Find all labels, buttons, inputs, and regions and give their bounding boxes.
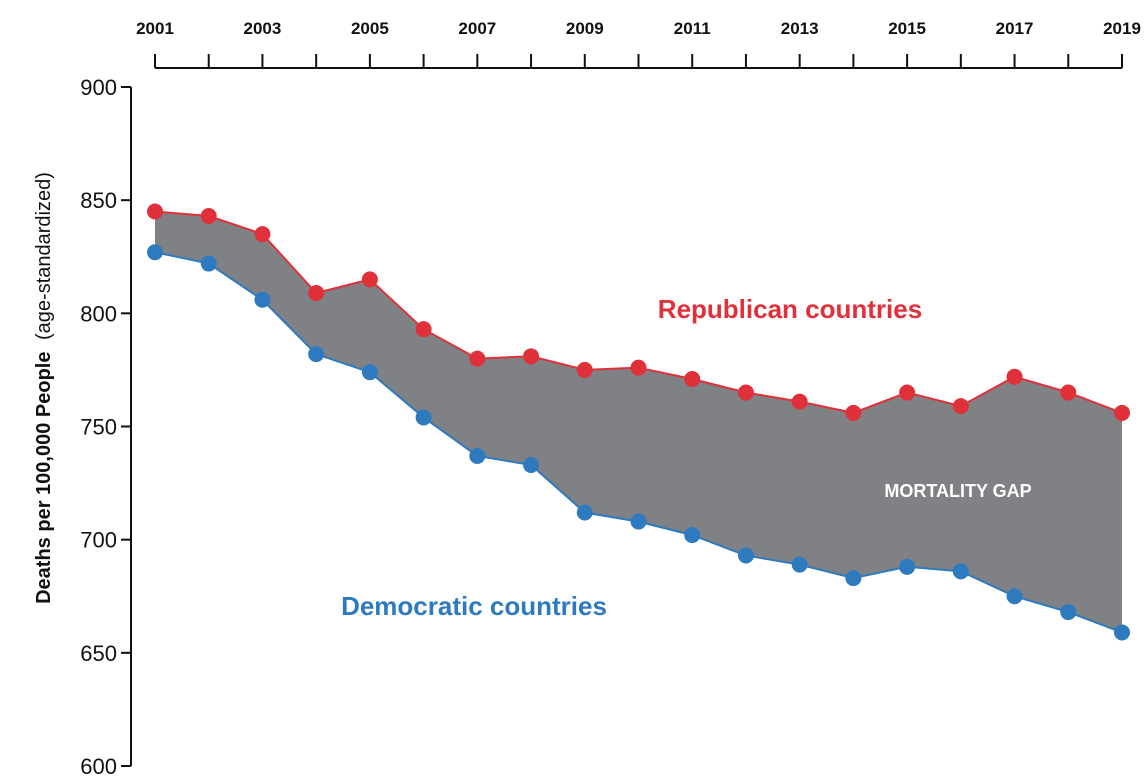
republican-point-2004 (308, 284, 325, 301)
x-tick-label-2011: 2011 (674, 19, 711, 38)
democratic-point-2004 (308, 346, 325, 363)
republican-point-2003 (254, 226, 271, 243)
republican-point-2016 (952, 398, 969, 415)
democratic-point-2008 (523, 456, 540, 473)
x-tick-label-2013: 2013 (781, 19, 819, 38)
y-tick-label-750: 750 (80, 415, 117, 440)
republican-point-2010 (630, 359, 647, 376)
democratic-point-2009 (576, 504, 593, 521)
democratic-point-2019 (1114, 624, 1130, 641)
democratic-point-2018 (1060, 604, 1077, 621)
republican-point-2011 (684, 370, 701, 387)
democratic-point-2017 (1006, 588, 1023, 605)
y-axis-label-bold: Deaths per 100,000 People (33, 352, 55, 604)
y-axis-label-normal: (age-standardized) (33, 172, 55, 340)
democratic-point-2005 (361, 364, 378, 381)
x-tick-label-2017: 2017 (996, 19, 1034, 38)
y-tick-label-700: 700 (80, 528, 117, 553)
x-tick-label-2009: 2009 (566, 19, 604, 38)
republican-point-2015 (899, 384, 916, 401)
republican-point-2001 (147, 203, 163, 220)
y-tick-label-850: 850 (80, 188, 117, 213)
democratic-series-label: Democratic countries (341, 591, 607, 621)
republican-point-2007 (469, 350, 486, 367)
republican-point-2014 (845, 404, 862, 421)
republican-series-label: Republican countries (658, 294, 922, 324)
democratic-point-2016 (952, 563, 969, 580)
republican-point-2012 (737, 384, 754, 401)
democratic-point-2007 (469, 447, 486, 464)
democratic-point-2001 (147, 244, 163, 261)
x-tick-label-2001: 2001 (136, 19, 174, 38)
republican-point-2005 (361, 271, 378, 288)
y-tick-label-800: 800 (80, 301, 117, 326)
republican-point-2008 (523, 348, 540, 365)
democratic-point-2003 (254, 291, 271, 308)
republican-point-2019 (1114, 404, 1130, 421)
republican-point-2018 (1060, 384, 1077, 401)
democratic-point-2010 (630, 513, 647, 530)
republican-point-2002 (200, 208, 217, 225)
y-tick-label-900: 900 (80, 75, 117, 100)
mortality-gap-label: MORTALITY GAP (884, 481, 1031, 501)
x-tick-label-2003: 2003 (244, 19, 282, 38)
x-tick-label-2005: 2005 (351, 19, 389, 38)
democratic-point-2006 (415, 409, 432, 426)
democratic-point-2014 (845, 570, 862, 587)
x-tick-label-2015: 2015 (888, 19, 926, 38)
democratic-point-2012 (737, 547, 754, 564)
x-tick-label-2019: 2019 (1103, 19, 1141, 38)
democratic-point-2015 (899, 558, 916, 575)
y-tick-label-600: 600 (80, 754, 117, 777)
democratic-point-2002 (200, 255, 217, 272)
republican-point-2009 (576, 361, 593, 378)
republican-point-2006 (415, 321, 432, 338)
y-tick-label-650: 650 (80, 641, 117, 666)
democratic-point-2013 (791, 556, 808, 573)
republican-point-2017 (1006, 368, 1023, 385)
x-tick-label-2007: 2007 (458, 19, 496, 38)
mortality-gap-area (155, 211, 1122, 633)
democratic-point-2011 (684, 527, 701, 544)
y-axis-label: Deaths per 100,000 People (age-standardi… (33, 172, 55, 604)
republican-point-2013 (791, 393, 808, 410)
